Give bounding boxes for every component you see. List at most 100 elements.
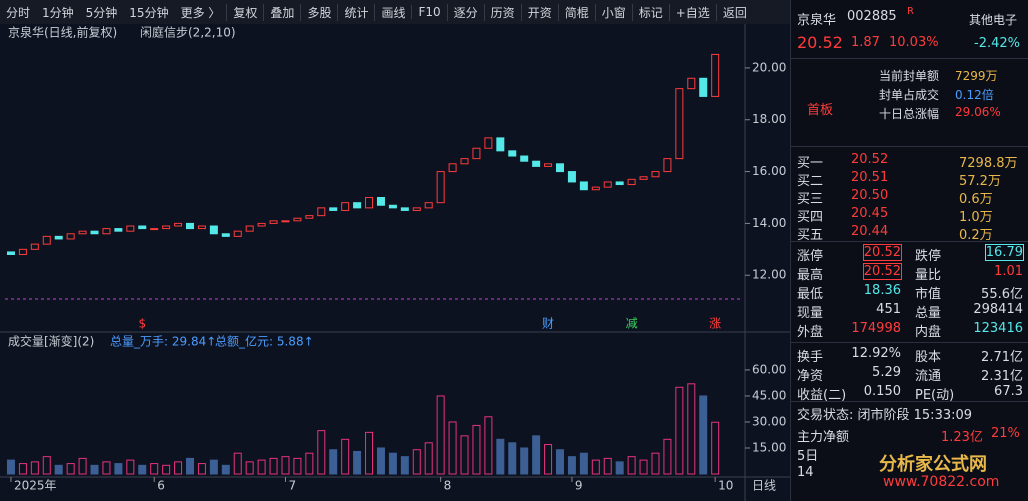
- period-tab[interactable]: 更多 〉: [180, 5, 221, 20]
- stat-value: 16.79: [984, 244, 1025, 261]
- y-tick-label: 20.00: [752, 60, 786, 74]
- candle-body: [329, 207, 338, 211]
- period-tab[interactable]: 1分钟: [42, 5, 74, 20]
- bid-price: 20.52: [851, 152, 889, 167]
- row-label: 14: [797, 465, 814, 480]
- period-tab[interactable]: 15分钟: [129, 5, 169, 20]
- separator: [791, 401, 1028, 402]
- bid-label: 买四: [797, 210, 824, 225]
- volume-bar: [90, 464, 99, 475]
- stat-value: 2.31亿: [981, 369, 1023, 384]
- toolbar-button[interactable]: 画线: [374, 3, 411, 21]
- trade-status: 交易状态: 闭市阶段 15:33:09: [797, 408, 973, 423]
- separator: [791, 58, 1028, 59]
- candle-body: [174, 222, 183, 227]
- candle-body: [412, 207, 421, 211]
- toolbar-button[interactable]: 统计: [337, 3, 374, 21]
- volume-bar: [186, 457, 194, 475]
- volume-bar: [496, 438, 505, 475]
- flag: R: [907, 6, 914, 17]
- toolbar-button[interactable]: 标记: [631, 3, 669, 21]
- flow-value: 1.23亿: [941, 430, 983, 445]
- candle-body: [269, 220, 278, 224]
- bid-volume: 0.6万: [959, 192, 993, 207]
- candle-body: [400, 207, 409, 211]
- volume-bar: [269, 457, 278, 475]
- board-label: 首板: [807, 103, 834, 118]
- y-tick-label: 18.00: [752, 112, 786, 126]
- info-label: 当前封单额: [879, 69, 940, 83]
- bid-price: 20.44: [851, 224, 889, 239]
- volume-bar: [376, 447, 385, 475]
- toolbar-button[interactable]: 开资: [520, 3, 558, 21]
- candle-body: [687, 77, 696, 90]
- candle-body: [245, 225, 254, 232]
- chart-title: 京泉华(日线,前复权): [8, 25, 117, 40]
- x-tick-label: 7: [288, 479, 296, 493]
- volume-bar: [615, 461, 624, 475]
- period-tab[interactable]: 5分钟: [85, 5, 118, 20]
- candle-body: [675, 88, 684, 160]
- volume-bar: [42, 456, 51, 475]
- candle-body: [18, 248, 27, 256]
- candle-body: [305, 215, 314, 219]
- stat-value: 67.3: [994, 384, 1023, 399]
- toolbar-button[interactable]: +自选: [668, 3, 716, 21]
- sector-name: 其他电子: [969, 13, 1018, 27]
- event-marker: 财: [542, 317, 554, 331]
- toolbar-button[interactable]: 叠加: [263, 3, 300, 21]
- stat-label: PE(动): [915, 388, 955, 403]
- y-tick-label: 16.00: [752, 164, 786, 178]
- volume-bar: [711, 421, 720, 475]
- toolbar-button[interactable]: 复权: [226, 3, 263, 21]
- info-label: 封单占成交: [879, 88, 940, 102]
- volume-bar: [78, 457, 87, 475]
- candle-body: [556, 163, 564, 173]
- toolbar-button[interactable]: F10: [411, 5, 446, 19]
- price: 20.52: [797, 33, 843, 52]
- volume-bar: [460, 435, 469, 475]
- toolbar-button[interactable]: 逐分: [446, 3, 484, 21]
- volume-bar: [329, 449, 338, 475]
- stat-label: 量比: [915, 268, 942, 283]
- toolbar-button[interactable]: 历资: [483, 3, 521, 21]
- stat-value: 12.92%: [851, 346, 901, 361]
- stat-label: 净资: [797, 369, 824, 384]
- candle-body: [281, 220, 290, 223]
- volume-bar: [472, 424, 481, 475]
- toolbar-button[interactable]: 小窗: [594, 3, 632, 21]
- change-pct: 10.03%: [889, 35, 939, 50]
- volume-bar: [687, 383, 696, 475]
- separator: [791, 342, 1028, 343]
- volume-bar: [18, 463, 27, 475]
- volume-bar: [150, 463, 159, 475]
- toolbar-button[interactable]: 多股: [300, 3, 337, 21]
- candle-body: [496, 137, 505, 152]
- stat-label: 涨停: [797, 249, 824, 264]
- candle-body: [520, 155, 529, 162]
- volume-stat: 总量_万手: 29.84↑: [110, 335, 216, 349]
- toolbar-button[interactable]: 返回: [715, 3, 753, 21]
- volume-bar: [66, 463, 75, 475]
- logo-text: 分析家公式网: [879, 454, 987, 475]
- volume-bar: [579, 452, 588, 475]
- candle-body: [532, 160, 541, 167]
- volume-bar: [532, 435, 541, 475]
- candle-body: [317, 207, 326, 217]
- stat-value: 1.01: [994, 264, 1023, 279]
- stat-value: 20.52: [862, 244, 903, 261]
- candle-body: [162, 225, 171, 230]
- y-tick-label: 12.00: [752, 268, 786, 282]
- stat-value: 298414: [973, 302, 1023, 317]
- period-tab[interactable]: 分时: [6, 5, 31, 20]
- volume-bar: [305, 452, 314, 475]
- candle-body: [651, 171, 660, 178]
- stat-label: 股本: [915, 350, 942, 365]
- toolbar-button[interactable]: 简棍: [557, 3, 595, 21]
- candle-body: [603, 181, 612, 188]
- volume-bar: [174, 461, 183, 475]
- y-tick-label: 60.00: [752, 362, 786, 376]
- flow-label: 主力净额: [797, 430, 850, 445]
- volume-bar: [567, 456, 576, 475]
- volume-bar: [651, 452, 660, 475]
